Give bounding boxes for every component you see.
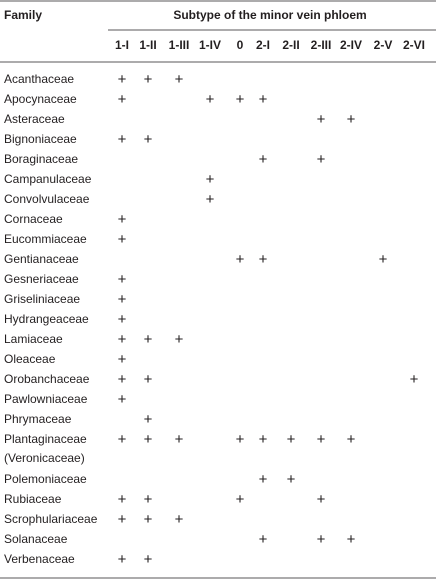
family-name: Scrophulariaceae [4,512,98,526]
column-header: 1-IV [199,38,221,52]
cell-mark: + [259,91,268,108]
column-header: 2-II [282,38,299,52]
column-header: 2-V [374,38,393,52]
family-name: Bignoniaceae [4,132,77,146]
family-name: Solanaceae [4,532,68,546]
cell-mark: + [175,431,184,448]
span-header: Subtype of the minor vein phloem [173,8,366,22]
family-name: Phrymaceae [4,412,72,426]
cell-mark: + [287,471,296,488]
family-name: Oleaceae [4,352,56,366]
cell-mark: + [379,251,388,268]
cell-mark: + [236,431,245,448]
family-name: Lamiaceae [4,332,63,346]
family-name: Hydrangeaceae [4,312,89,326]
cell-mark: + [175,71,184,88]
cell-mark: + [259,151,268,168]
cell-mark: + [317,431,326,448]
cell-mark: + [144,371,153,388]
family-name: Griseliniaceae [4,292,80,306]
cell-mark: + [206,191,215,208]
cell-mark: + [118,491,127,508]
family-name: Campanulaceae [4,172,92,186]
cell-mark: + [118,351,127,368]
family-name: Convolvulaceae [4,192,90,206]
cell-mark: + [175,331,184,348]
cell-mark: + [206,91,215,108]
cell-mark: + [118,371,127,388]
family-name: Gentianaceae [4,252,79,266]
cell-mark: + [259,471,268,488]
cell-mark: + [144,551,153,568]
column-header: 2-III [311,38,332,52]
cell-mark: + [144,431,153,448]
cell-mark: + [118,511,127,528]
cell-mark: + [144,131,153,148]
family-name: Verbenaceae [4,552,75,566]
family-name: Acanthaceae [4,72,74,86]
cell-mark: + [118,291,127,308]
cell-mark: + [317,111,326,128]
cell-mark: + [410,371,419,388]
cell-mark: + [175,511,184,528]
family-name: Eucommiaceae [4,232,87,246]
column-header: 2-IV [340,38,362,52]
family-name: Rubiaceae [4,492,62,506]
family-header: Family [4,8,42,22]
cell-mark: + [118,331,127,348]
family-name: Polemoniaceae [4,472,87,486]
cell-mark: + [144,411,153,428]
family-name: Gesneriaceae [4,272,79,286]
column-header: 2-VI [403,38,425,52]
cell-mark: + [317,151,326,168]
cell-mark: + [236,491,245,508]
cell-mark: + [118,311,127,328]
cell-mark: + [287,431,296,448]
cell-mark: + [118,551,127,568]
family-name: Apocynaceae [4,92,77,106]
cell-mark: + [259,531,268,548]
family-name: Pawlowniaceae [4,392,88,406]
column-header: 1-II [139,38,156,52]
family-name: (Veronicaceae) [4,451,85,465]
cell-mark: + [317,531,326,548]
cell-mark: + [347,431,356,448]
cell-mark: + [118,271,127,288]
cell-mark: + [118,91,127,108]
family-name: Asteraceae [4,112,65,126]
cell-mark: + [144,71,153,88]
cell-mark: + [144,331,153,348]
cell-mark: + [236,251,245,268]
family-name: Boraginaceae [4,152,78,166]
cell-mark: + [118,211,127,228]
family-name: Plantaginaceae [4,432,87,446]
cell-mark: + [118,391,127,408]
column-header: 1-III [169,38,190,52]
cell-mark: + [347,111,356,128]
cell-mark: + [236,91,245,108]
column-header: 0 [237,38,244,52]
cell-mark: + [259,251,268,268]
cell-mark: + [144,511,153,528]
cell-mark: + [206,171,215,188]
cell-mark: + [144,491,153,508]
cell-mark: + [118,231,127,248]
cell-mark: + [118,71,127,88]
cell-mark: + [118,431,127,448]
cell-mark: + [118,131,127,148]
family-name: Cornaceae [4,212,63,226]
family-name: Orobanchaceae [4,372,90,386]
cell-mark: + [317,491,326,508]
cell-mark: + [259,431,268,448]
cell-mark: + [347,531,356,548]
column-header: 2-I [256,38,270,52]
column-header: 1-I [115,38,129,52]
